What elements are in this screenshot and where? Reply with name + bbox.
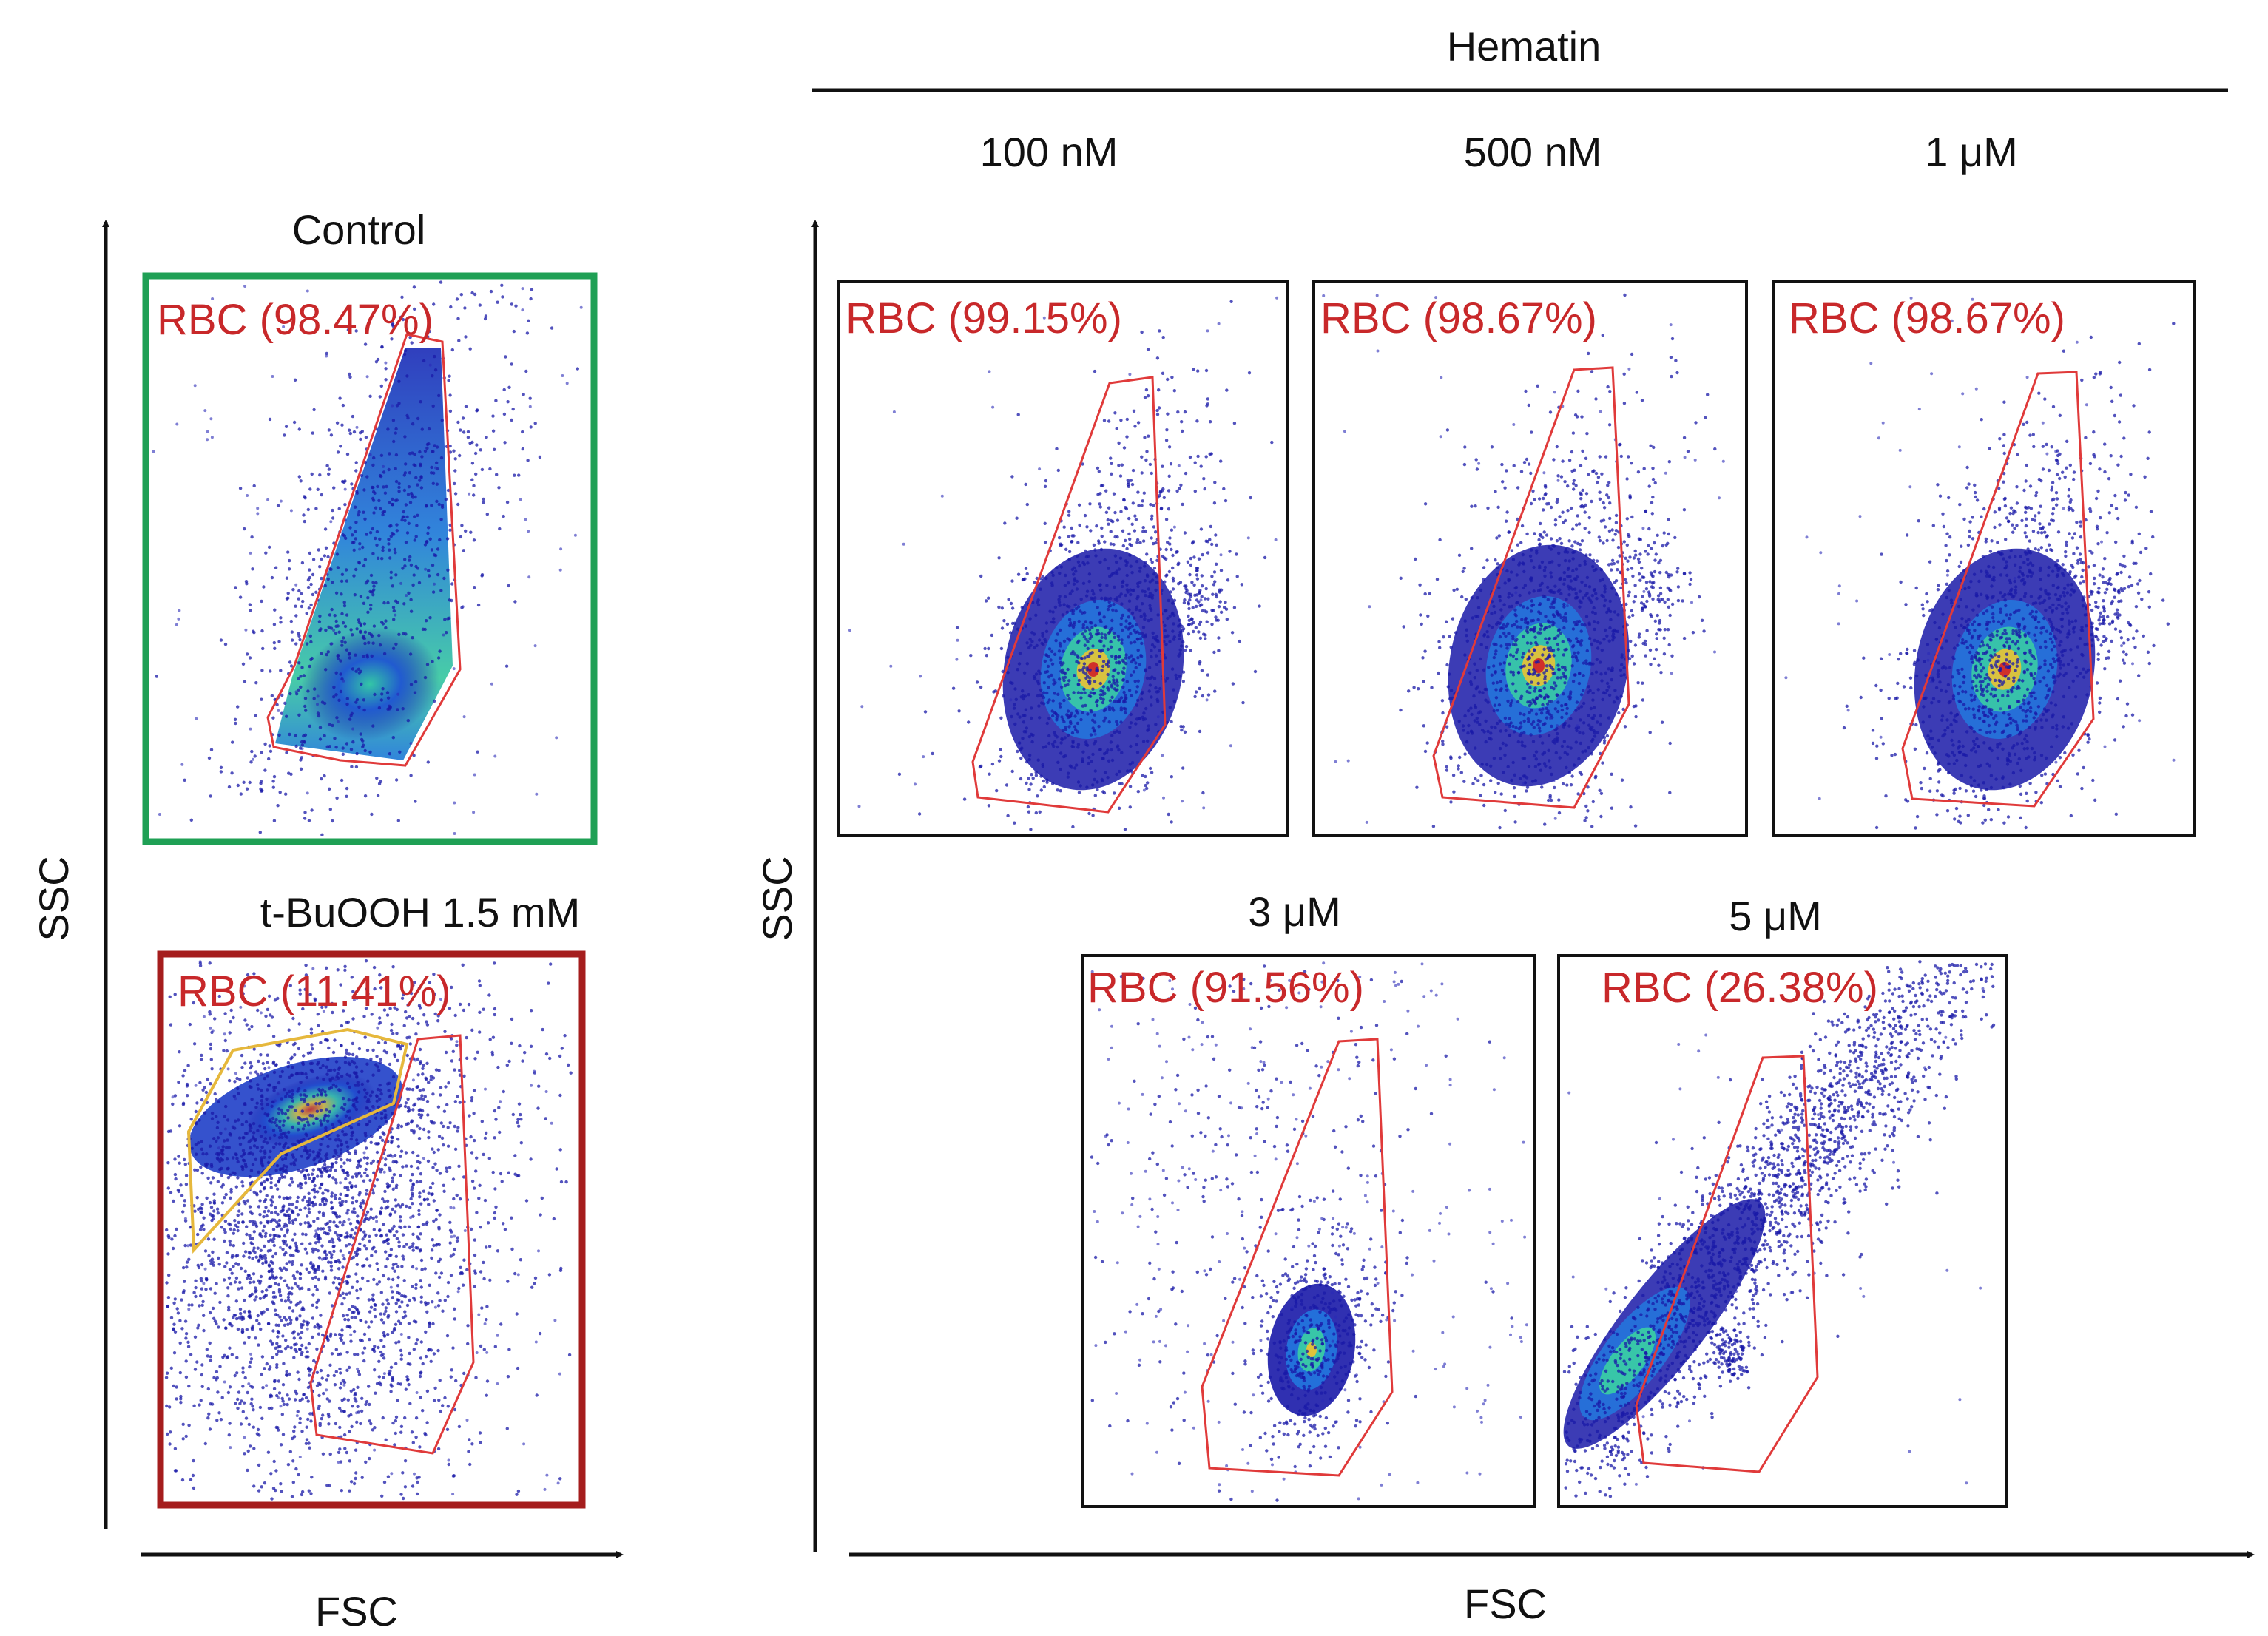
panel-hematin-5um-scatter (1562, 960, 1996, 1498)
panel-hematin-3um-gate-label: RBC (91.56%) (1087, 964, 1364, 1012)
conc-label-5um: 5 μM (1729, 893, 1822, 939)
panel-hematin-3um: RBC (91.56%) (1081, 954, 1536, 1508)
panel-control-gate-label: RBC (98.47%) (157, 296, 433, 344)
panel-hematin-500nm-gate (1432, 366, 1630, 809)
panel-control-gate (266, 333, 462, 767)
panel-hematin-100nm-gate-label: RBC (99.15%) (846, 294, 1122, 342)
panel-hematin-500nm-gate-label: RBC (98.67%) (1320, 294, 1597, 342)
panel-hematin-5um-gate-label: RBC (26.38%) (1602, 964, 1878, 1012)
right-x-axis-label: FSC (1464, 1581, 1547, 1627)
panel-hematin-100nm-gate (971, 376, 1167, 814)
panel-hematin-1um-scatter (1784, 296, 2176, 830)
control-header: Control (292, 206, 426, 253)
right-y-axis-label: SSC (754, 856, 800, 941)
conc-label-100nm: 100 nM (980, 129, 1118, 175)
panel-control: RBC (98.47%) (142, 272, 598, 845)
conc-label-1um: 1 μM (1925, 129, 2018, 175)
panel-hematin-100nm-scatter (848, 296, 1279, 831)
panel-hematin-5um: RBC (26.38%) (1557, 954, 2008, 1508)
hematin-header: Hematin (1447, 23, 1602, 70)
panel-hematin-1um-gate (1901, 371, 2095, 808)
panel-tbuooh-alt-gate (186, 1027, 409, 1254)
conc-label-500nm: 500 nM (1464, 129, 1602, 175)
panel-tbuooh-gate (309, 1034, 475, 1455)
tbuooh-header: t-BuOOH 1.5 mM (260, 889, 581, 936)
panel-hematin-100nm: RBC (99.15%) (837, 280, 1289, 837)
panel-hematin-1um: RBC (98.67%) (1772, 280, 2196, 837)
panel-hematin-500nm-scatter (1322, 293, 1725, 830)
panel-hematin-5um-gate (1635, 1055, 1819, 1473)
panel-hematin-1um-gate-label: RBC (98.67%) (1789, 294, 2065, 342)
panel-control-scatter (152, 280, 583, 837)
panel-hematin-3um-frame (1081, 954, 1536, 1508)
left-x-axis-label: FSC (315, 1588, 398, 1635)
conc-label-3um: 3 μM (1248, 888, 1341, 935)
panel-hematin-3um-scatter (1090, 961, 1528, 1502)
left-y-axis-label: SSC (30, 856, 77, 941)
panel-hematin-500nm: RBC (98.67%) (1312, 280, 1748, 837)
panel-tbuooh-gate-label: RBC (11.41%) (178, 967, 451, 1015)
panel-hematin-3um-gate (1201, 1038, 1394, 1477)
panel-tbuooh: RBC (11.41%) (157, 950, 586, 1509)
